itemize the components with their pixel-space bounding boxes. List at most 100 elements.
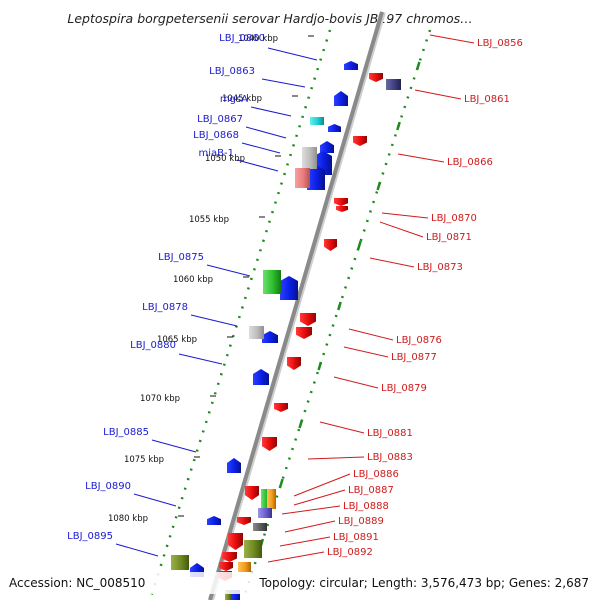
gene-label-right: LBJ_0873 [369,257,463,273]
cds-block [261,489,270,511]
kbp-tick: 1080 kbp [108,514,184,524]
left-label-connectors: LBJ_0860 LBJ_0863 mgsA LBJ_0867 LBJ_0868 miaB… [67,33,318,557]
gene-label-right: LBJ_0877 [343,346,437,363]
forward-gene-arrow [320,141,334,153]
track-tick [278,478,284,488]
gene-label-right: LBJ_0866 [397,153,493,168]
gene-label-right: LBJ_0892 [267,547,373,563]
gene-label: LBJ_0889 [338,516,384,527]
track-tick [357,240,362,250]
gene-label: LBJ_0868 [193,130,239,141]
gene-label: LBJ_0885 [103,427,149,438]
track-tick [317,361,323,371]
gene-label: LBJ_0873 [417,262,463,273]
kbp-tick-label: 1060 kbp [173,275,213,285]
gene-label-left: LBJ_0875 [158,252,251,277]
right-label-connectors: LBJ_0856 LBJ_0861 LBJ_0866 LBJ_0870 LBJ_0871… [267,34,523,563]
forward-gene-arrow [328,124,341,132]
cds-block [263,270,281,294]
reverse-gene-arrow [353,136,367,146]
cds-block [249,326,264,339]
reverse-gene-arrow [237,517,251,525]
forward-gene-arrow [280,276,298,300]
gene-label: LBJ_0888 [343,501,389,512]
kbp-tick: 1045 kbp [222,94,298,104]
forward-gene-arrow [307,165,325,190]
kbp-tick-label: 1070 kbp [140,394,180,404]
gene-label: LBJ_0887 [348,485,394,496]
reverse-gene-arrow [245,486,259,500]
kbp-tick: 1075 kbp [124,455,200,465]
reverse-gene-arrow [336,206,348,212]
gene-label-left: LBJ_0860 [219,33,318,61]
gene-label: mgsA [220,94,248,105]
gene-label: LBJ_0876 [396,335,442,346]
cds-block [267,489,276,509]
gene-label: LBJ_0881 [367,428,413,439]
gene-label: LBJ_0875 [158,252,204,263]
kbp-tick: 1065 kbp [157,335,233,345]
kbp-tick: 1050 kbp [205,154,281,164]
reverse-gene-arrow [219,562,233,571]
gene-label-left: LBJ_0867 [197,114,287,139]
track-tick [415,61,421,71]
gene-label-right: LBJ_0879 [333,376,427,394]
gene-label-left: LBJ_0878 [142,302,238,327]
gene-label: LBJ_0892 [327,547,373,558]
kbp-ticks: 1040 kbp 1045 kbp 1050 kbp 1055 kbp 1060 kbp… [108,34,314,524]
gene-label-right: LBJ_0883 [307,452,413,463]
gene-label: LBJ_0890 [85,481,131,492]
gene-label: LBJ_0863 [209,66,255,77]
gene-label: LBJ_0880 [130,340,176,351]
cds-block [310,117,324,125]
forward-gene-arrow [262,331,278,343]
reverse-gene-arrow [369,73,383,82]
reverse-gene-arrow [334,198,348,206]
kbp-tick: 1060 kbp [173,275,249,285]
gene-label-right: LBJ_0861 [414,89,510,105]
gene-label: LBJ_0883 [367,452,413,463]
kbp-tick: 1040 kbp [238,34,314,44]
gene-label: LBJ_0870 [431,213,477,224]
gene-label-right: LBJ_0886 [293,469,399,497]
forward-gene-arrow [207,516,221,525]
gene-label-left: LBJ_0863 [209,66,306,88]
kbp-tick-label: 1080 kbp [108,514,148,524]
gene-label: LBJ_0877 [391,352,437,363]
gene-label: LBJ_0867 [197,114,243,125]
forward-gene-arrow [334,91,348,106]
cds-block [238,562,251,572]
reverse-gene-arrow [296,327,312,339]
gene-label-right: LBJ_0871 [379,221,472,243]
cds-block [386,79,401,90]
reverse-gene-arrow [287,357,301,370]
track-tick [298,419,304,429]
forward-gene-arrow [227,458,241,473]
reverse-gene-arrow [300,313,316,326]
gene-label: LBJ_0860 [219,33,265,44]
gene-label: LBJ_0879 [381,383,427,394]
gene-label-right: LBJ_0870 [381,212,477,224]
gene-label: LBJ_0866 [447,157,493,168]
accession-text: Accession: NC_008510 [9,576,145,590]
gene-label-left: LBJ_0890 [85,481,177,507]
forward-gene-arrow [344,61,358,70]
kbp-tick-label: 1040 kbp [238,34,278,44]
gene-label-right: LBJ_0891 [279,532,379,547]
cds-block [295,168,310,188]
gene-label-left: LBJ_0885 [103,427,197,453]
gene-label-right: LBJ_0856 [429,34,523,49]
gene-label-right: LBJ_0889 [284,516,384,533]
track-tick [337,301,342,311]
kbp-tick-label: 1075 kbp [124,455,164,465]
gene-label: miaB-1 [199,148,234,159]
gene-label-left: LBJ_0880 [130,340,223,365]
gene-label-right: LBJ_0881 [319,421,413,439]
footer: Accession: NC_008510 Topology: circular;… [0,572,600,594]
gene-label-left: LBJ_0868 [193,130,281,154]
cds-block [253,523,267,531]
gene-features [171,61,401,600]
cds-block [244,540,262,558]
gene-label-right: LBJ_0887 [293,485,394,506]
